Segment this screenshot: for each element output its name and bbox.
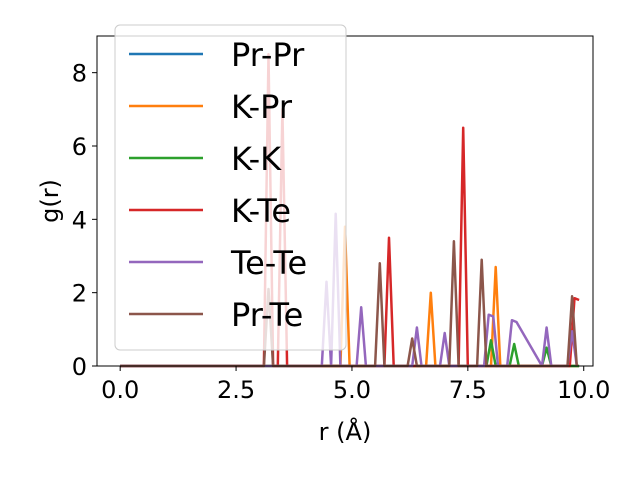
x-tick-label: 10.0	[557, 376, 610, 404]
x-axis-label: r (Å)	[319, 417, 372, 446]
y-axis-ticks: 0 2 4 6 8	[72, 60, 97, 381]
legend-label-k-te: K-Te	[231, 192, 291, 230]
y-tick-label: 8	[72, 60, 87, 88]
x-tick-label: 5.0	[333, 376, 371, 404]
legend: Pr-Pr K-Pr K-K K-Te Te-Te Pr-Te	[114, 24, 347, 351]
y-tick-label: 4	[72, 206, 87, 234]
series-line-k-k	[120, 339, 580, 368]
x-tick-label: 7.5	[449, 376, 487, 404]
x-tick-label: 2.5	[217, 376, 255, 404]
legend-label-te-te: Te-Te	[230, 244, 307, 282]
legend-label-k-pr: K-Pr	[231, 88, 293, 126]
x-tick-label: 0.0	[101, 376, 139, 404]
y-axis-label: g(r)	[36, 179, 64, 223]
y-tick-label: 2	[72, 280, 87, 308]
legend-label-pr-te: Pr-Te	[231, 296, 303, 334]
y-tick-label: 6	[72, 133, 87, 161]
x-axis-ticks: 0.0 2.5 5.0 7.5 10.0	[101, 366, 610, 404]
legend-label-pr-pr: Pr-Pr	[231, 36, 305, 74]
legend-label-k-k: K-K	[231, 140, 282, 178]
y-tick-label: 0	[72, 353, 87, 381]
